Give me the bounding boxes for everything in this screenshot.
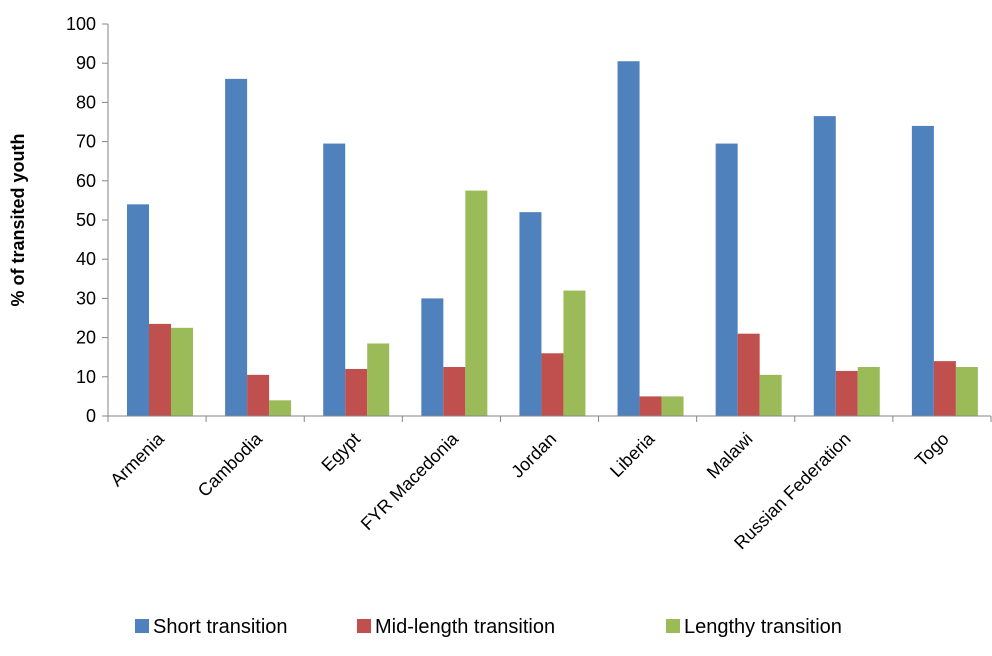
bar-lengthy: [661, 396, 684, 416]
bar-lengthy: [563, 290, 586, 416]
x-tick-label: Togo: [911, 429, 953, 471]
x-tick-label: Cambodia: [194, 428, 267, 501]
bar-short: [911, 125, 934, 417]
bar-lengthy: [367, 343, 390, 416]
bar-lengthy: [171, 327, 193, 416]
bar-short: [519, 212, 542, 416]
legend-swatch: [666, 619, 680, 633]
legend-swatch: [135, 619, 149, 633]
legend-swatch: [357, 619, 371, 633]
legend-label: Lengthy transition: [684, 616, 842, 638]
legend-label: Short transition: [153, 616, 288, 638]
bar-lengthy: [759, 374, 782, 416]
y-tick-label: 20: [76, 328, 96, 348]
legend-label: Mid-length transition: [375, 616, 555, 638]
x-tick-label: Armenia: [106, 428, 168, 490]
bar-mid-length: [933, 361, 956, 416]
y-axis-label: % of transited youth: [8, 133, 28, 306]
bar-mid-length: [345, 368, 368, 416]
y-tick-label: 40: [76, 249, 96, 269]
bar-lengthy: [269, 400, 292, 416]
bar-short: [617, 61, 640, 417]
y-tick-label: 70: [76, 132, 96, 152]
x-tick-label: Egypt: [317, 429, 364, 476]
bar-lengthy: [857, 367, 880, 416]
x-tick-label: FYR Macedonia: [357, 428, 463, 534]
x-tick-label: Liberia: [606, 428, 659, 481]
y-tick-label: 90: [76, 53, 96, 73]
bar-mid-length: [835, 370, 858, 416]
x-tick-label: Malawi: [703, 429, 757, 483]
bar-mid-length: [247, 374, 270, 416]
legend: Short transition Mid-length transition Len…: [135, 616, 842, 638]
bar-short: [127, 204, 149, 416]
bar-mid-length: [149, 323, 171, 416]
y-tick-label: 0: [86, 406, 96, 426]
bar-short: [813, 116, 836, 417]
bar-short: [715, 143, 738, 416]
y-tick-label: 100: [66, 14, 96, 34]
y-tick-label: 30: [76, 288, 96, 308]
y-tick-label: 60: [76, 171, 96, 191]
y-tick-label: 50: [76, 210, 96, 230]
y-axis: 0 10 20 30 40 50 60 70 80 90 100: [66, 14, 109, 426]
bars: [127, 61, 978, 417]
x-tick-label: Jordan: [507, 429, 560, 482]
bar-lengthy: [465, 190, 488, 416]
bar-short: [225, 78, 248, 416]
bar-short: [421, 298, 444, 416]
bar-mid-length: [639, 396, 662, 416]
bar-mid-length: [443, 367, 466, 416]
bar-lengthy: [955, 367, 978, 416]
y-tick-label: 10: [76, 367, 96, 387]
bar-mid-length: [737, 333, 760, 416]
bar-short: [323, 143, 346, 416]
y-tick-label: 80: [76, 92, 96, 112]
bar-mid-length: [541, 353, 564, 416]
